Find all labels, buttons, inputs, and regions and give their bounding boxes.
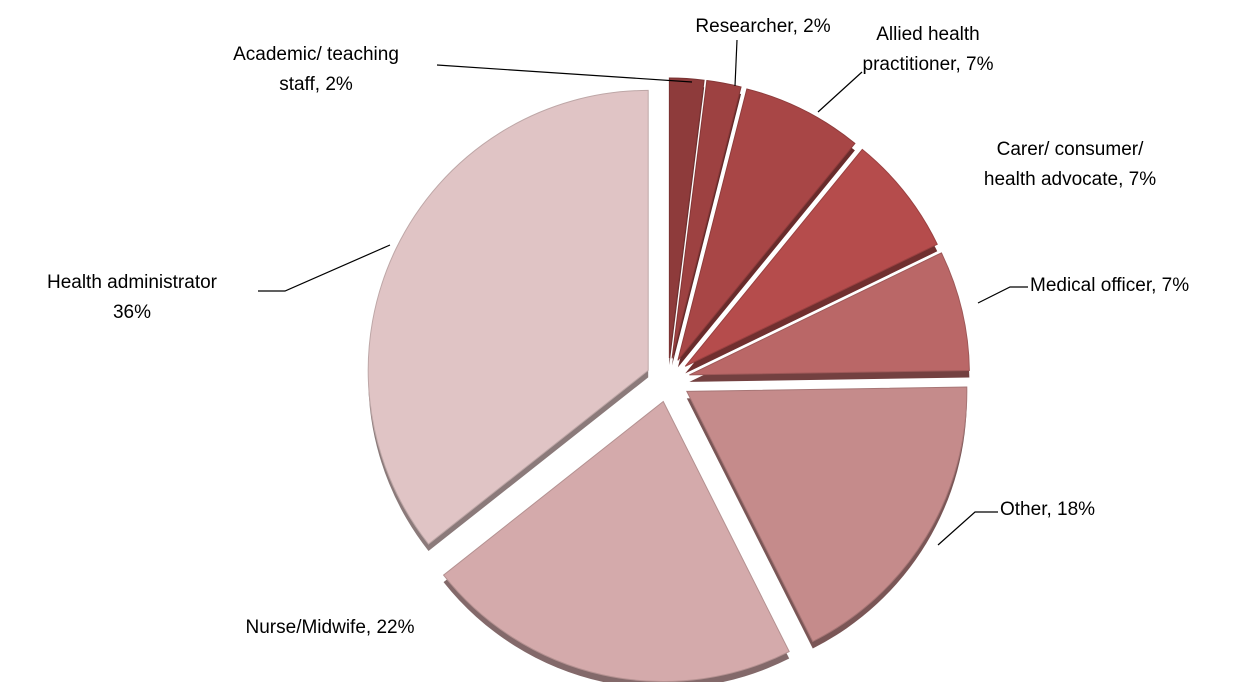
leader-line: [977, 286, 1028, 304]
data-label-line: 36%: [113, 302, 151, 323]
data-label: Researcher, 2%: [695, 16, 830, 37]
data-label: Other, 18%: [1000, 499, 1095, 520]
data-label-line: Carer/ consumer/: [997, 139, 1144, 160]
data-label-line: Researcher, 2%: [695, 16, 830, 37]
slice: [668, 77, 705, 359]
data-label-line: Medical officer, 7%: [1030, 275, 1189, 296]
leader-line: [436, 64, 693, 83]
data-label-line: health advocate, 7%: [984, 169, 1156, 190]
data-label: Medical officer, 7%: [1030, 275, 1189, 296]
data-label-line: Nurse/Midwife, 22%: [246, 617, 415, 638]
leader-line: [817, 71, 863, 113]
data-label-line: practitioner, 7%: [863, 54, 994, 75]
leader-line: [734, 39, 738, 87]
slice: [671, 79, 742, 359]
leader-line: [258, 244, 391, 292]
slice-side: [672, 87, 742, 366]
data-label-line: Academic/ teaching: [233, 44, 399, 65]
slice: [689, 252, 970, 376]
data-label: Health administrator 36%: [47, 272, 218, 323]
data-label-line: Other, 18%: [1000, 499, 1095, 520]
leader-line: [937, 511, 998, 546]
slice: [442, 400, 790, 682]
slice: [677, 88, 856, 361]
data-label-line: Allied health: [876, 24, 980, 45]
data-label: Carer/ consumer/health advocate, 7%: [984, 139, 1156, 190]
slice: [684, 148, 938, 367]
slice: [686, 386, 968, 643]
data-label: Allied health practitioner, 7%: [863, 24, 994, 75]
data-label: Academic/ teaching staff, 2%: [233, 44, 399, 95]
data-label-line: staff, 2%: [279, 74, 353, 95]
slice: [367, 89, 649, 545]
data-label: Nurse/Midwife, 22%: [246, 617, 415, 638]
data-label-line: Health administrator: [47, 272, 218, 293]
